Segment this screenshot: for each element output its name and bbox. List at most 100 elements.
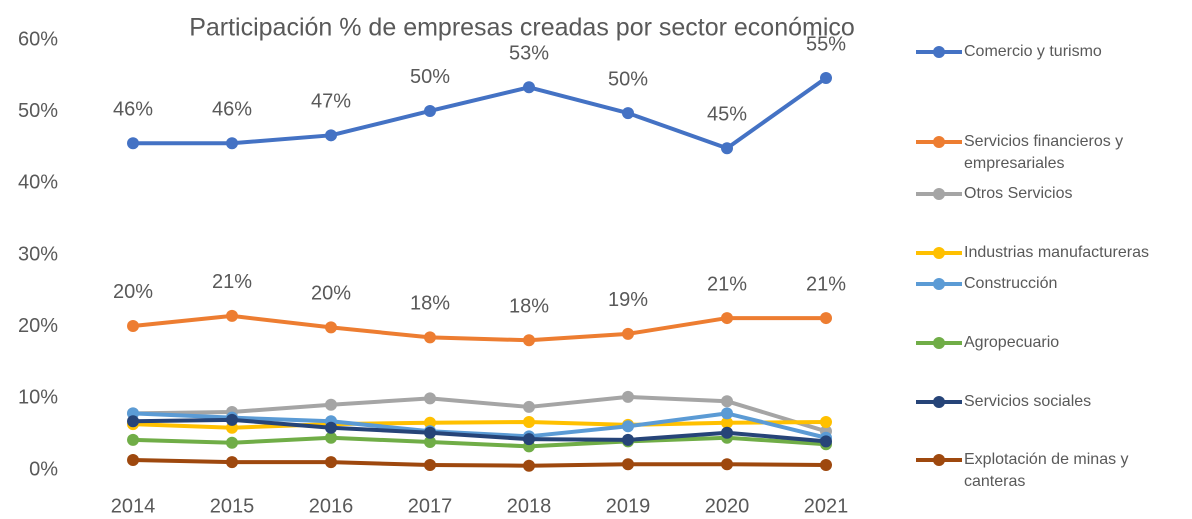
point bbox=[325, 421, 337, 434]
legend-label: Otros Servicios bbox=[964, 185, 1073, 202]
data-label: 46% bbox=[212, 98, 252, 120]
data-label: 21% bbox=[707, 273, 747, 295]
point bbox=[127, 137, 139, 150]
point bbox=[226, 456, 238, 469]
series-line bbox=[132, 313, 826, 343]
data-label: 18% bbox=[509, 296, 549, 318]
point bbox=[424, 436, 436, 449]
point bbox=[325, 456, 337, 469]
series-line bbox=[132, 457, 827, 468]
y-tick-label: 50% bbox=[18, 100, 58, 122]
point bbox=[424, 104, 436, 117]
point bbox=[820, 415, 832, 428]
x-tick-label: 2020 bbox=[705, 495, 750, 517]
point bbox=[226, 436, 238, 449]
x-tick-label: 2017 bbox=[408, 495, 453, 517]
data-label: 20% bbox=[311, 283, 351, 305]
point bbox=[820, 312, 832, 325]
point bbox=[721, 142, 733, 155]
point bbox=[325, 398, 337, 411]
point bbox=[523, 433, 535, 446]
legend-label: Agropecuario bbox=[964, 334, 1060, 351]
series-line bbox=[132, 394, 827, 434]
point bbox=[127, 433, 139, 446]
point bbox=[325, 321, 337, 334]
point bbox=[424, 416, 436, 429]
x-tick-label: 2014 bbox=[111, 495, 156, 517]
point bbox=[127, 415, 139, 428]
series-line bbox=[132, 435, 827, 449]
point bbox=[424, 458, 436, 471]
y-tick-label: 60% bbox=[18, 28, 58, 50]
legend-label: Servicios sociales bbox=[964, 393, 1092, 410]
x-tick-label: 2016 bbox=[309, 495, 354, 517]
point bbox=[325, 431, 337, 444]
point bbox=[721, 426, 733, 439]
point bbox=[523, 334, 535, 347]
legend-marker bbox=[933, 136, 945, 148]
legend-label: Explotación de minas y canteras bbox=[964, 451, 1129, 490]
point bbox=[424, 426, 436, 439]
point bbox=[127, 319, 139, 332]
point bbox=[523, 81, 535, 94]
point bbox=[622, 433, 634, 446]
point bbox=[622, 458, 634, 471]
series-line bbox=[132, 411, 827, 440]
data-label: 45% bbox=[707, 103, 747, 125]
point bbox=[721, 407, 733, 420]
legend-marker bbox=[933, 247, 945, 259]
point bbox=[226, 137, 238, 150]
point bbox=[820, 458, 832, 471]
data-label: 18% bbox=[410, 293, 450, 315]
y-tick-label: 30% bbox=[18, 243, 58, 265]
legend-marker bbox=[933, 188, 945, 200]
y-tick-label: 0% bbox=[29, 458, 58, 480]
legend-label: Industrias manufactureras bbox=[964, 244, 1149, 261]
point bbox=[820, 71, 832, 84]
legend-marker bbox=[933, 46, 945, 58]
point bbox=[622, 107, 634, 120]
x-tick-label: 2021 bbox=[804, 495, 849, 517]
y-tick-label: 10% bbox=[18, 387, 58, 409]
point bbox=[127, 453, 139, 466]
legend-label: Servicios financieros y empresariales bbox=[964, 133, 1124, 172]
data-label: 50% bbox=[410, 66, 450, 88]
point bbox=[226, 413, 238, 426]
legend-label: Comercio y turismo bbox=[964, 43, 1102, 60]
point bbox=[325, 129, 337, 142]
legend-marker bbox=[933, 454, 945, 466]
x-tick-label: 2015 bbox=[210, 495, 255, 517]
point bbox=[622, 327, 634, 340]
legend-marker bbox=[933, 396, 945, 408]
point bbox=[721, 416, 733, 429]
point bbox=[622, 390, 634, 403]
data-label: 53% bbox=[509, 43, 549, 65]
data-label: 21% bbox=[806, 273, 846, 295]
series-line bbox=[132, 417, 827, 444]
point bbox=[820, 435, 832, 448]
point bbox=[523, 400, 535, 413]
data-label: 47% bbox=[311, 91, 351, 113]
point bbox=[523, 415, 535, 428]
point bbox=[622, 420, 634, 433]
data-label: 20% bbox=[113, 281, 153, 303]
data-label: 50% bbox=[608, 68, 648, 90]
point bbox=[721, 312, 733, 325]
point bbox=[424, 331, 436, 344]
data-label: 21% bbox=[212, 271, 252, 293]
legend-label: Construcción bbox=[964, 275, 1058, 292]
data-label: 55% bbox=[806, 33, 846, 55]
legend-marker bbox=[933, 278, 945, 290]
y-tick-label: 40% bbox=[18, 172, 58, 194]
x-tick-label: 2019 bbox=[606, 495, 651, 517]
data-label: 19% bbox=[608, 289, 648, 311]
data-label: 46% bbox=[113, 98, 153, 120]
x-tick-label: 2018 bbox=[507, 495, 552, 517]
series-line bbox=[133, 76, 828, 151]
point bbox=[523, 459, 535, 472]
y-tick-label: 20% bbox=[18, 315, 58, 337]
chart-title: Participación % de empresas creadas por … bbox=[189, 14, 855, 42]
point bbox=[721, 395, 733, 408]
